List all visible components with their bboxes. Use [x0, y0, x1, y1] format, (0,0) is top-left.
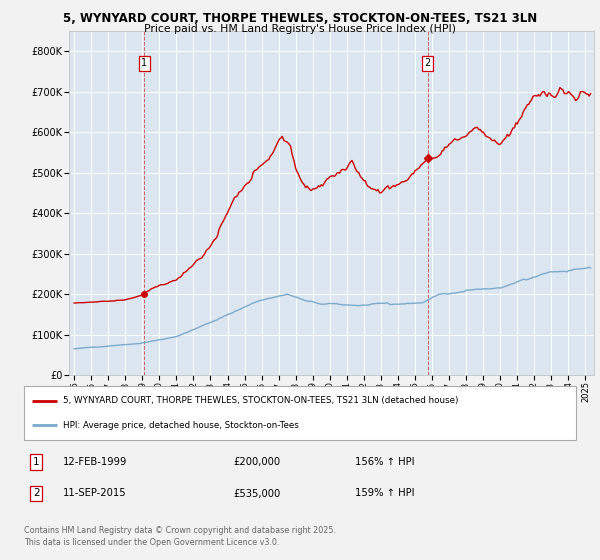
Text: 2: 2	[425, 58, 431, 68]
Text: 5, WYNYARD COURT, THORPE THEWLES, STOCKTON-ON-TEES, TS21 3LN (detached house): 5, WYNYARD COURT, THORPE THEWLES, STOCKT…	[62, 396, 458, 405]
Text: 12-FEB-1999: 12-FEB-1999	[62, 457, 127, 467]
Text: 5, WYNYARD COURT, THORPE THEWLES, STOCKTON-ON-TEES, TS21 3LN: 5, WYNYARD COURT, THORPE THEWLES, STOCKT…	[63, 12, 537, 25]
Text: This data is licensed under the Open Government Licence v3.0.: This data is licensed under the Open Gov…	[24, 538, 280, 547]
Text: Contains HM Land Registry data © Crown copyright and database right 2025.: Contains HM Land Registry data © Crown c…	[24, 526, 336, 535]
Text: £200,000: £200,000	[234, 457, 281, 467]
Text: 1: 1	[33, 457, 40, 467]
Text: Price paid vs. HM Land Registry's House Price Index (HPI): Price paid vs. HM Land Registry's House …	[144, 24, 456, 34]
Text: HPI: Average price, detached house, Stockton-on-Tees: HPI: Average price, detached house, Stoc…	[62, 421, 299, 430]
Text: 1: 1	[141, 58, 148, 68]
Text: 2: 2	[33, 488, 40, 498]
Text: £535,000: £535,000	[234, 488, 281, 498]
Text: 159% ↑ HPI: 159% ↑ HPI	[355, 488, 415, 498]
Text: 156% ↑ HPI: 156% ↑ HPI	[355, 457, 415, 467]
Text: 11-SEP-2015: 11-SEP-2015	[62, 488, 126, 498]
